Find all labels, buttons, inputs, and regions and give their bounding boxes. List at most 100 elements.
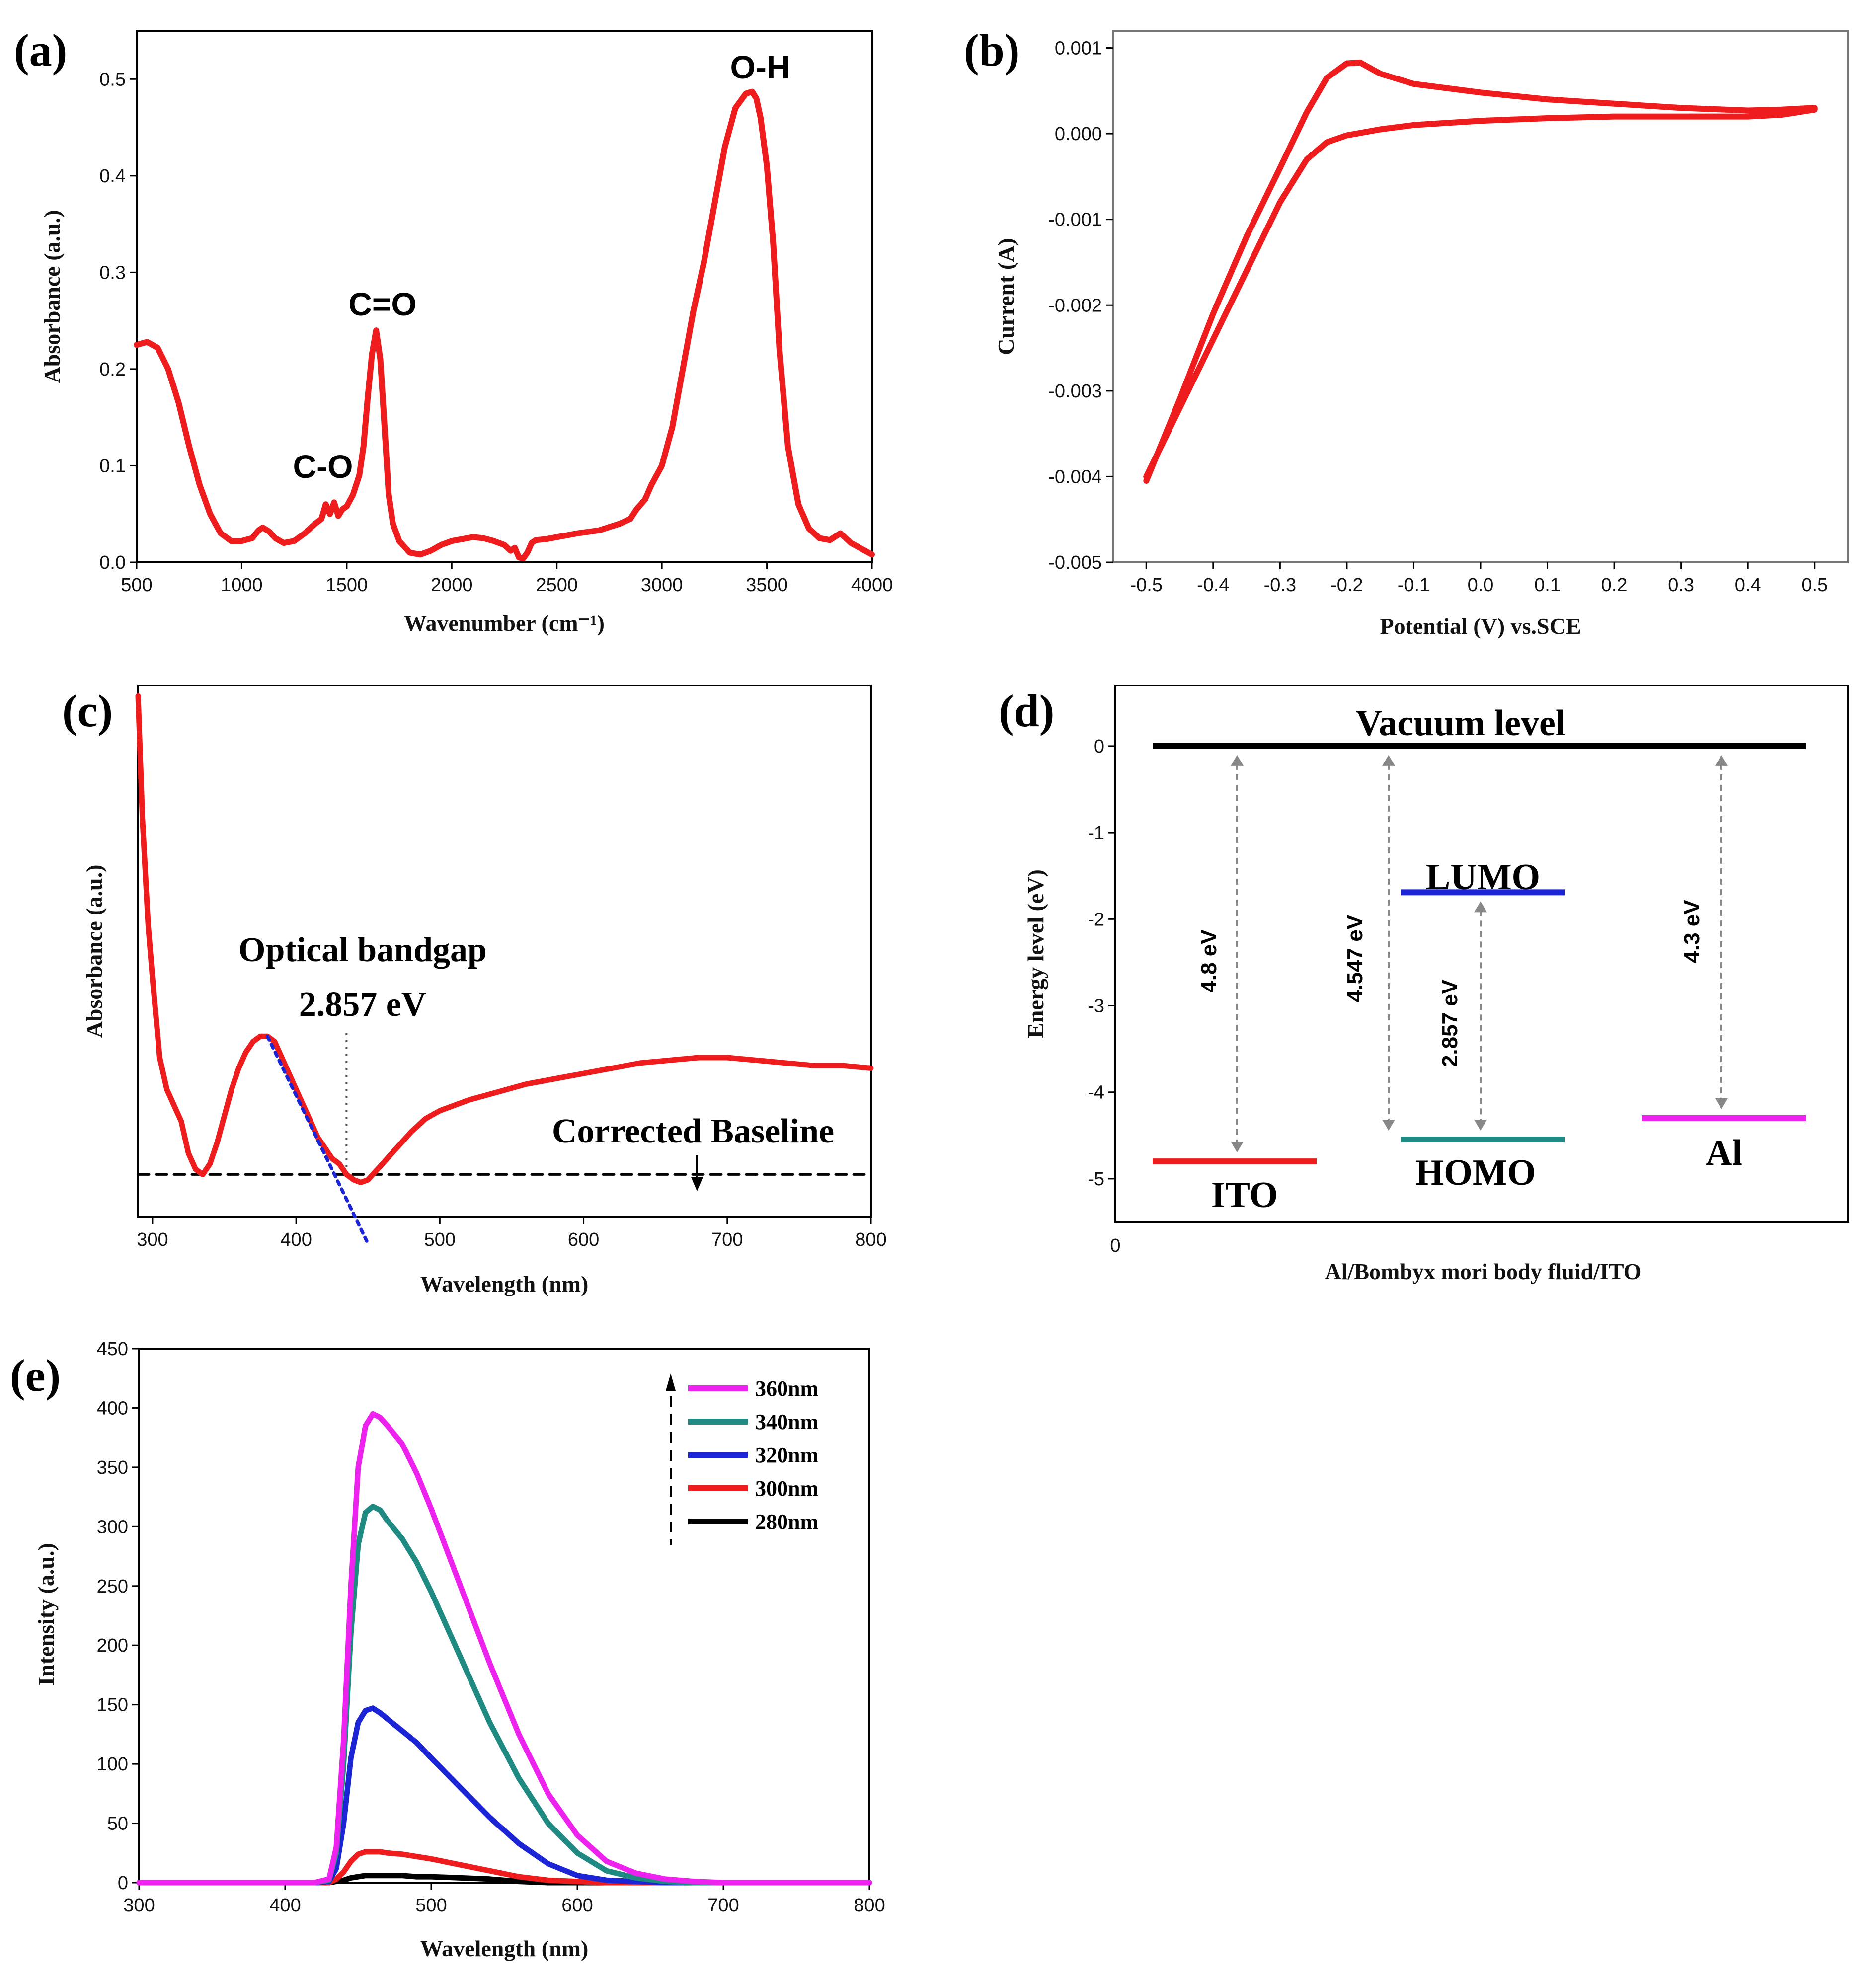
b-xtick-label: -0.5	[1130, 575, 1163, 596]
b-xtick-label: 0.2	[1601, 575, 1628, 596]
series-line-cv	[1143, 59, 1818, 484]
a-ytick-label: 0.5	[99, 69, 126, 90]
panel-d-ylabel: Energy level (eV)	[1023, 869, 1048, 1038]
d-ytick-label: -2	[1088, 909, 1104, 930]
d-ytick-label: -3	[1088, 996, 1104, 1017]
annotation-o-h: O-H	[730, 49, 790, 85]
a-xtick-label: 500	[121, 575, 152, 596]
a-ytick-label: 0.0	[99, 552, 126, 573]
c-xtick-label: 300	[137, 1229, 168, 1250]
label-homo: HOMO	[1415, 1152, 1536, 1193]
gap-arrow-homo	[1382, 755, 1395, 1131]
annotation-bandgap-value: 2.857 eV	[299, 986, 427, 1024]
panel-c-xlabel: Wavelength (nm)	[420, 1271, 589, 1296]
b-ytick-label: -0.003	[1048, 381, 1102, 402]
label-vacuum-level: Vacuum level	[1356, 703, 1566, 744]
gap-arrow-bandgap-head-down	[1474, 1119, 1487, 1131]
legend-entries: 360nm 340nm 320nm 300nm 280nm	[688, 1376, 818, 1534]
c-xtick-label: 700	[711, 1229, 743, 1250]
b-xtick-label: 0.5	[1801, 575, 1828, 596]
series-line-uvvis	[135, 693, 874, 1185]
a-ytick-label: 0.2	[99, 359, 126, 380]
e-xtick-label: 500	[415, 1895, 447, 1916]
a-xtick-label: 2500	[536, 575, 578, 596]
legend-label-340nm: 340nm	[755, 1410, 818, 1434]
a-xtick-label: 1000	[221, 575, 263, 596]
e-ytick-label: 350	[97, 1457, 128, 1478]
e-ytick-label: 50	[107, 1814, 128, 1834]
b-xtick-label: 0.0	[1468, 575, 1494, 596]
a-xtick-label: 1500	[326, 575, 368, 596]
b-ytick-label: -0.001	[1048, 210, 1102, 230]
panel-e-ylabel: Intensity (a.u.)	[33, 1543, 59, 1686]
panel-a-xlabel: Wavenumber (cm⁻¹)	[404, 610, 605, 636]
panel-d-frame	[1114, 685, 1849, 1223]
c-xtick-label: 800	[855, 1229, 886, 1250]
c-xtick-label: 400	[280, 1229, 312, 1250]
panel-a-frame	[136, 30, 873, 563]
baseline-arrow-icon	[691, 1155, 703, 1191]
b-ytick-label: -0.002	[1048, 295, 1102, 316]
panel-a-label: (a)	[14, 25, 67, 76]
panel-c-ylabel: Absorbance (a.u.)	[81, 865, 107, 1038]
panel-d-levels	[1153, 743, 1806, 1165]
legend-label-320nm: 320nm	[755, 1443, 818, 1467]
d-ytick-label: -5	[1088, 1169, 1104, 1190]
annotation-c-double-o: C=O	[348, 286, 417, 322]
panel-c-series	[135, 693, 874, 1245]
panel-d-label: (d)	[999, 685, 1054, 736]
e-ytick-label: 400	[97, 1398, 128, 1419]
a-xtick-label: 3500	[746, 575, 788, 596]
e-xtick-label: 300	[123, 1895, 155, 1916]
e-xtick-label: 600	[561, 1895, 593, 1916]
b-ytick-label: 0.000	[1055, 124, 1102, 145]
legend-label-280nm: 280nm	[755, 1510, 818, 1534]
b-xtick-label: 0.3	[1668, 575, 1694, 596]
d-xtick-label: 0	[1110, 1235, 1120, 1256]
panel-a-ticks: 500 1000 1500 2000 2500 3000 3500 4000 0.0 0.1 0.2…	[99, 69, 893, 596]
panel-e-series	[136, 1411, 872, 1886]
panel-b-ticks: -0.5 -0.4 -0.3 -0.2 -0.1 0.0 0.1 0.2 0.3 0.4 0.5 0.…	[1048, 38, 1828, 596]
label-ito: ITO	[1211, 1175, 1278, 1216]
a-ytick-label: 0.4	[99, 166, 126, 187]
legend-arrow-icon	[666, 1373, 676, 1545]
b-xtick-label: 0.4	[1735, 575, 1761, 596]
gap-arrow-bandgap-head-up	[1474, 901, 1487, 913]
e-ytick-label: 450	[97, 1339, 128, 1360]
panel-d-xlabel: Al/Bombyx mori body fluid/ITO	[1325, 1259, 1642, 1284]
panel-e-xlabel: Wavelength (nm)	[420, 1936, 589, 1961]
a-xtick-label: 4000	[851, 575, 893, 596]
d-ytick-label: -4	[1088, 1082, 1104, 1103]
gap-arrow-ito-head-up	[1231, 755, 1244, 766]
b-xtick-label: 0.1	[1534, 575, 1561, 596]
panel-e-label: (e)	[10, 1350, 61, 1401]
c-xtick-label: 500	[424, 1229, 456, 1250]
label-al: Al	[1706, 1133, 1742, 1173]
a-ytick-label: 0.3	[99, 262, 126, 283]
e-ytick-label: 200	[97, 1635, 128, 1656]
gap-arrow-homo-head-down	[1382, 1119, 1395, 1131]
panel-c-uvvis: (c) 300 400 500 600 700 800 Wavelength (nm) A…	[62, 685, 887, 1296]
gap-label-homo: 4.547 eV	[1343, 914, 1367, 1002]
gap-arrow-ito-head-down	[1231, 1142, 1244, 1153]
c-xtick-label: 600	[568, 1229, 599, 1250]
e-ytick-label: 0	[118, 1873, 128, 1894]
panel-b-ylabel: Current (A)	[993, 238, 1018, 355]
panel-d-ticks: 0 -1 -2 -3 -4 -5 0	[1088, 736, 1120, 1256]
a-xtick-label: 2000	[431, 575, 473, 596]
b-ytick-label: -0.004	[1048, 466, 1102, 487]
a-xtick-label: 3000	[641, 575, 683, 596]
d-ytick-label: 0	[1094, 736, 1104, 757]
legend: 360nm 340nm 320nm 300nm 280nm	[666, 1373, 818, 1545]
panel-a-ftir: (a) 500 1000 1500 2000 2500 3000 3500 4000 0.0 0.…	[14, 25, 893, 636]
panel-b-label: (b)	[964, 25, 1019, 76]
panel-c-frame	[137, 685, 872, 1218]
e-xtick-label: 800	[854, 1895, 885, 1916]
b-xtick-label: -0.2	[1330, 575, 1363, 596]
panel-b-cv: (b) -0.5 -0.4 -0.3 -0.2 -0.1 0.0 0.1 0.2 0.3 0.4 0…	[964, 25, 1849, 639]
panel-a-series	[134, 88, 875, 562]
legend-label-300nm: 300nm	[755, 1476, 818, 1501]
b-xtick-label: -0.1	[1398, 575, 1430, 596]
panel-a-ylabel: Absorbance (a.u.)	[39, 210, 65, 383]
panel-e-pl: (e) 300 400 500 600 700 800 0 50 100 150 200 250 300…	[10, 1339, 885, 1961]
